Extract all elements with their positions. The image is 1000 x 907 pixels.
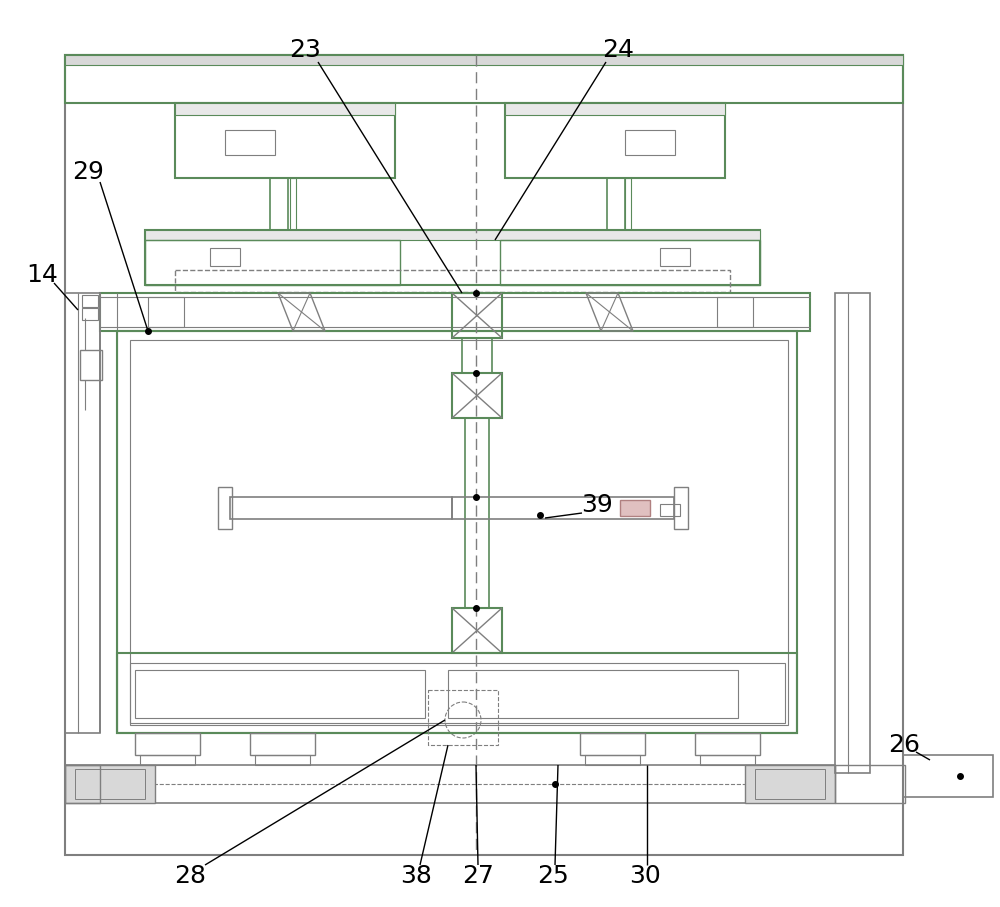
Bar — [135, 733, 200, 755]
Bar — [448, 670, 738, 718]
Bar — [700, 755, 755, 765]
Text: 39: 39 — [581, 493, 613, 517]
Bar — [117, 331, 797, 733]
Bar — [175, 103, 395, 115]
Bar — [145, 240, 400, 285]
Bar — [585, 755, 640, 765]
Bar — [452, 373, 502, 418]
Bar — [65, 293, 100, 733]
Bar — [75, 769, 145, 799]
Bar — [835, 293, 870, 773]
Text: 24: 24 — [602, 38, 634, 62]
Bar — [250, 733, 315, 755]
Bar — [130, 340, 788, 725]
Bar — [270, 178, 288, 230]
Bar — [140, 755, 195, 765]
Text: 14: 14 — [26, 263, 58, 287]
Text: 26: 26 — [888, 733, 920, 757]
Bar — [100, 293, 810, 331]
Text: 29: 29 — [72, 160, 104, 184]
Bar — [452, 608, 502, 653]
Bar — [505, 103, 725, 115]
Bar — [625, 130, 675, 155]
Bar — [500, 240, 760, 285]
Bar — [255, 755, 310, 765]
Bar — [80, 350, 102, 380]
Bar — [130, 663, 785, 723]
Bar — [428, 690, 498, 745]
Bar — [717, 297, 753, 327]
Bar — [117, 653, 797, 733]
Bar — [82, 308, 98, 320]
Bar — [452, 497, 674, 519]
Bar — [65, 765, 155, 803]
Bar — [580, 733, 645, 755]
Bar — [82, 295, 98, 307]
Bar — [755, 769, 825, 799]
Text: 28: 28 — [174, 864, 206, 888]
Bar — [145, 230, 760, 285]
Bar — [660, 504, 680, 516]
Text: 38: 38 — [400, 864, 432, 888]
Bar — [903, 755, 993, 797]
Bar — [465, 418, 489, 608]
Bar — [218, 487, 232, 529]
Bar — [65, 55, 903, 855]
Bar — [65, 55, 903, 103]
Bar — [65, 765, 835, 803]
Bar — [135, 670, 425, 718]
Bar — [290, 178, 296, 230]
Bar — [65, 765, 100, 803]
Bar — [695, 733, 760, 755]
Bar — [462, 338, 492, 373]
Bar — [625, 178, 631, 230]
Bar — [835, 765, 905, 803]
Text: 23: 23 — [289, 38, 321, 62]
Bar — [65, 55, 903, 65]
Bar — [225, 130, 275, 155]
Bar — [620, 500, 650, 516]
Bar — [745, 765, 835, 803]
Bar — [145, 230, 760, 240]
Bar — [230, 497, 452, 519]
Text: 25: 25 — [537, 864, 569, 888]
Text: 30: 30 — [629, 864, 661, 888]
Bar — [505, 103, 725, 178]
Bar — [674, 487, 688, 529]
Bar — [210, 248, 240, 266]
Bar — [175, 270, 730, 292]
Bar — [148, 297, 184, 327]
Bar — [175, 103, 395, 178]
Bar — [607, 178, 625, 230]
Text: 27: 27 — [462, 864, 494, 888]
Bar — [452, 293, 502, 338]
Bar — [660, 248, 690, 266]
